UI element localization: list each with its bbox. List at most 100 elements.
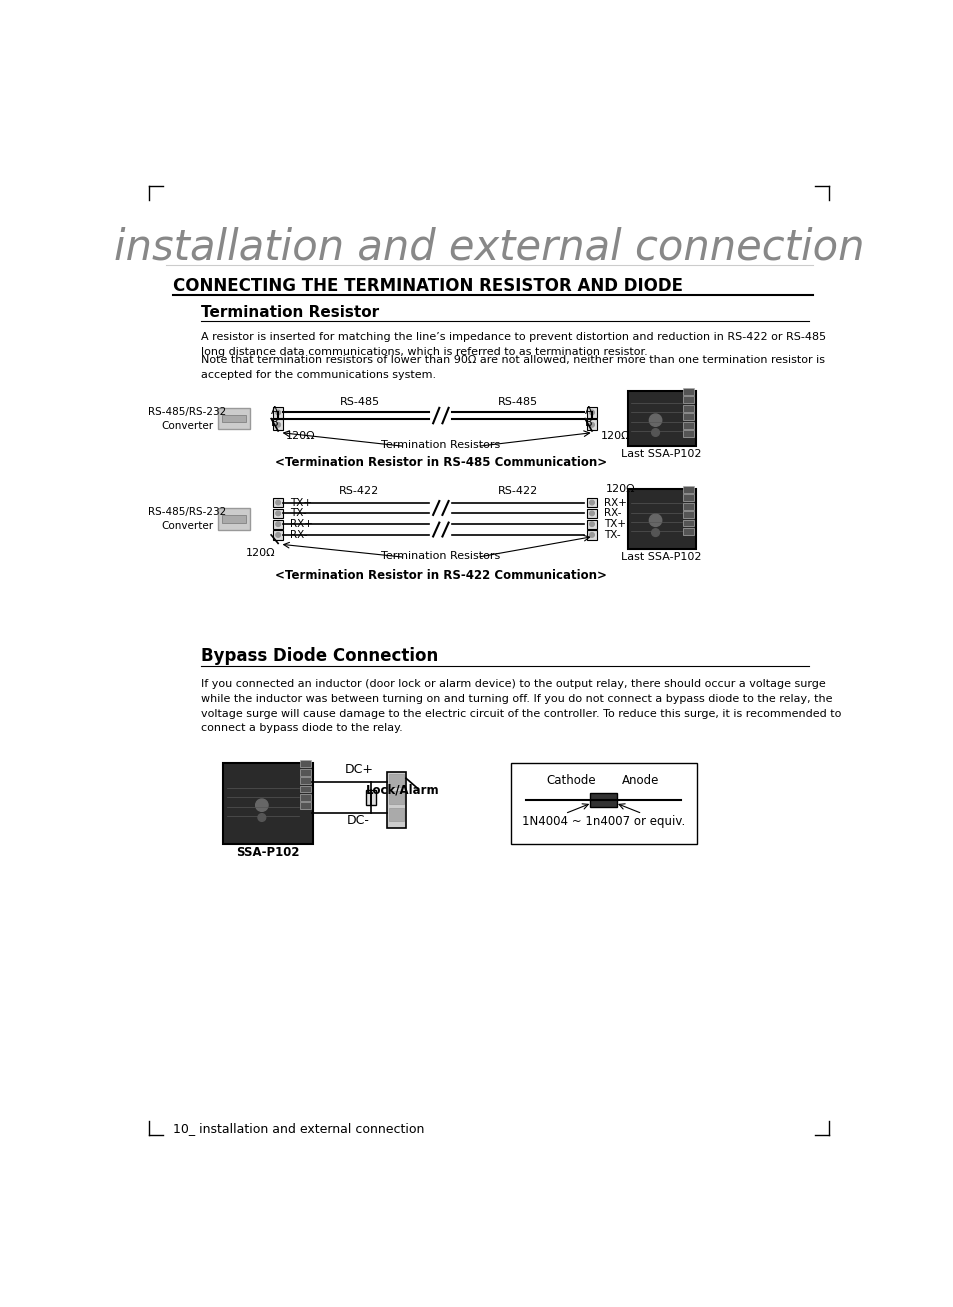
Circle shape <box>649 514 661 527</box>
Circle shape <box>275 511 280 516</box>
Text: If you connected an inductor (door lock or alarm device) to the output relay, th: If you connected an inductor (door lock … <box>200 678 841 733</box>
Text: DC+: DC+ <box>345 763 374 776</box>
Text: A: A <box>270 406 277 416</box>
Bar <box>217 508 250 529</box>
Bar <box>682 494 694 501</box>
Text: Last SSA-P102: Last SSA-P102 <box>620 450 701 459</box>
Text: Note that termination resistors of lower than 90Ω are not allowed, neither more : Note that termination resistors of lower… <box>200 354 823 379</box>
Bar <box>587 531 596 540</box>
Circle shape <box>257 814 266 821</box>
Bar <box>274 498 282 507</box>
Text: SSA-P102: SSA-P102 <box>236 846 299 859</box>
Text: Anode: Anode <box>621 774 659 787</box>
Bar <box>587 519 596 529</box>
Text: 10_ installation and external connection: 10_ installation and external connection <box>173 1123 424 1134</box>
Bar <box>587 508 596 518</box>
Bar <box>682 422 694 429</box>
Circle shape <box>589 521 594 527</box>
Text: CONNECTING THE TERMINATION RESISTOR AND DIODE: CONNECTING THE TERMINATION RESISTOR AND … <box>173 277 682 295</box>
Circle shape <box>275 422 280 427</box>
Bar <box>389 791 404 804</box>
Text: RS-485/RS-232
Converter: RS-485/RS-232 Converter <box>148 406 227 430</box>
Bar <box>682 430 694 437</box>
Text: RX-: RX- <box>603 508 620 519</box>
Text: TX+: TX+ <box>603 519 625 529</box>
Bar <box>682 528 694 535</box>
Text: 120Ω: 120Ω <box>246 548 275 558</box>
Bar <box>300 769 311 775</box>
Circle shape <box>589 410 594 414</box>
Bar <box>682 519 694 527</box>
Bar <box>389 774 404 787</box>
Bar <box>300 761 311 767</box>
Text: Last SSA-P102: Last SSA-P102 <box>620 553 701 562</box>
Bar <box>682 396 694 404</box>
Text: installation and external connection: installation and external connection <box>113 226 863 269</box>
Text: Termination Resistors: Termination Resistors <box>381 440 500 450</box>
Bar <box>274 406 282 418</box>
Bar <box>627 489 695 549</box>
Bar <box>300 802 311 809</box>
Circle shape <box>255 799 268 812</box>
Circle shape <box>589 422 594 427</box>
Bar <box>590 793 617 806</box>
Text: Termination Resistors: Termination Resistors <box>381 550 500 561</box>
Circle shape <box>275 410 280 414</box>
Circle shape <box>651 529 659 536</box>
Bar <box>587 406 596 418</box>
Bar <box>587 498 596 507</box>
Text: 1N4004 ~ 1n4007 or equiv.: 1N4004 ~ 1n4007 or equiv. <box>521 816 684 829</box>
Bar <box>510 763 696 844</box>
Text: B: B <box>270 418 277 429</box>
Text: TX-: TX- <box>603 529 619 540</box>
Bar <box>682 405 694 412</box>
Bar <box>300 795 311 801</box>
Bar <box>221 414 246 422</box>
Bar <box>274 508 282 518</box>
Bar <box>389 808 404 821</box>
Circle shape <box>589 532 594 537</box>
Circle shape <box>589 501 594 505</box>
Text: A: A <box>584 406 592 416</box>
Text: 120Ω: 120Ω <box>605 485 635 494</box>
Circle shape <box>589 511 594 516</box>
Text: <Termination Resistor in RS-485 Communication>: <Termination Resistor in RS-485 Communic… <box>274 456 606 469</box>
Text: A resistor is inserted for matching the line’s impedance to prevent distortion a: A resistor is inserted for matching the … <box>200 332 825 357</box>
Circle shape <box>651 429 659 437</box>
Text: DC-: DC- <box>346 814 369 826</box>
Text: RX-: RX- <box>290 529 307 540</box>
Bar <box>217 408 250 430</box>
Bar <box>682 388 694 395</box>
Text: RS-485: RS-485 <box>497 397 537 406</box>
Text: RS-485: RS-485 <box>339 397 379 406</box>
Bar <box>682 503 694 510</box>
Bar <box>274 531 282 540</box>
Bar <box>682 511 694 518</box>
Bar <box>387 772 406 827</box>
Text: RX+: RX+ <box>603 498 626 507</box>
Bar <box>223 763 313 844</box>
Text: Bypass Diode Connection: Bypass Diode Connection <box>200 647 437 665</box>
Circle shape <box>275 532 280 537</box>
Text: B: B <box>584 418 592 429</box>
Text: RS-485/RS-232
Converter: RS-485/RS-232 Converter <box>148 507 227 531</box>
Text: Lock/Alarm: Lock/Alarm <box>366 784 439 797</box>
Text: RS-422: RS-422 <box>497 486 537 497</box>
Bar <box>587 420 596 430</box>
Bar <box>274 519 282 529</box>
Circle shape <box>649 414 661 426</box>
Bar <box>366 789 375 805</box>
Text: TX+: TX+ <box>290 498 312 507</box>
Bar <box>300 778 311 784</box>
Text: Cathode: Cathode <box>546 774 596 787</box>
Bar <box>274 420 282 430</box>
Bar <box>682 486 694 493</box>
Bar <box>300 786 311 792</box>
Circle shape <box>275 521 280 527</box>
Text: TX-: TX- <box>290 508 306 519</box>
Text: 120Ω: 120Ω <box>286 430 315 440</box>
Text: 120Ω: 120Ω <box>600 430 630 440</box>
Text: RX+: RX+ <box>290 519 313 529</box>
Text: RS-422: RS-422 <box>339 486 379 497</box>
Text: <Termination Resistor in RS-422 Communication>: <Termination Resistor in RS-422 Communic… <box>274 569 606 582</box>
